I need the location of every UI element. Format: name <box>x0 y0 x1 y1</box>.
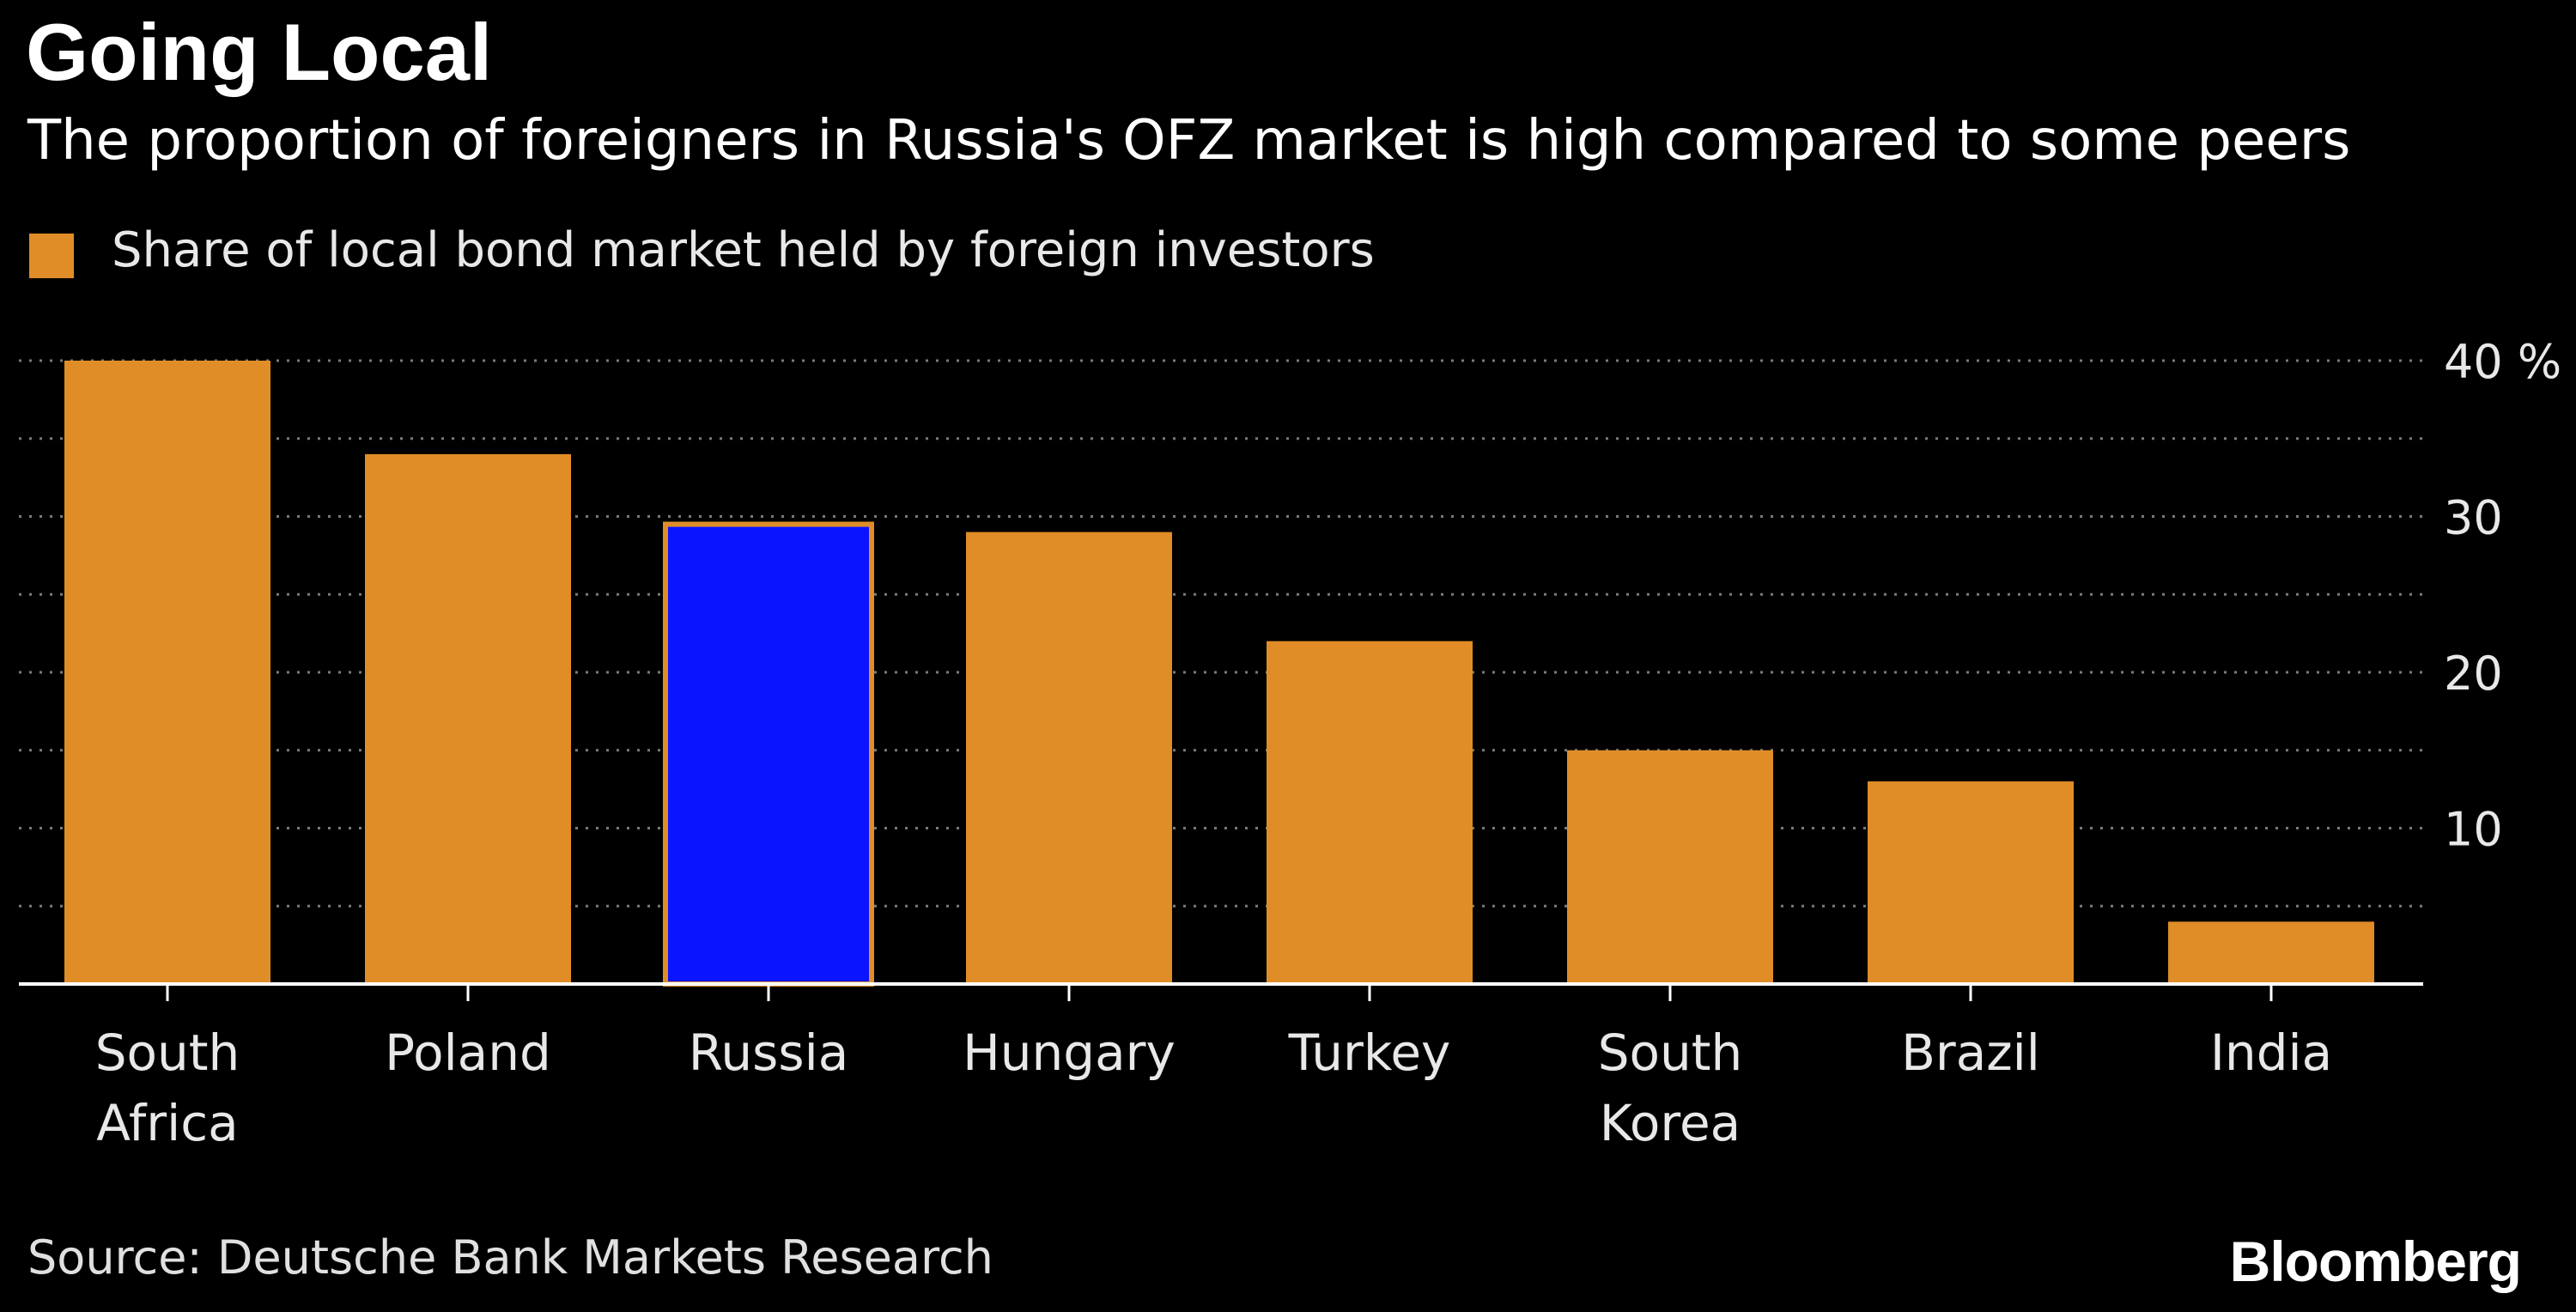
chart-title: Going Local <box>26 7 493 97</box>
y-tick-label: 30 <box>2444 491 2503 545</box>
chart-subtitle: The proportion of foreigners in Russia's… <box>27 109 2351 173</box>
bloomberg-logo: Bloomberg <box>2229 1230 2522 1293</box>
x-tick-label: India <box>2210 1023 2332 1082</box>
legend-swatch <box>29 234 74 278</box>
x-tick-label: Africa <box>96 1094 238 1152</box>
bar-highlight <box>663 521 874 987</box>
x-tick-label: Poland <box>385 1023 551 1082</box>
source-note: Source: Deutsche Bank Markets Research <box>27 1230 993 1285</box>
bar <box>365 453 571 984</box>
x-tick-label: South <box>95 1023 240 1082</box>
bar <box>1267 641 1473 984</box>
bar <box>966 531 1172 984</box>
bar <box>1567 750 1773 984</box>
x-tick-label: Korea <box>1600 1094 1741 1152</box>
bar <box>2168 921 2374 984</box>
x-tick-label: Turkey <box>1288 1023 1451 1082</box>
x-tick-label: Russia <box>689 1023 849 1082</box>
bar <box>64 361 270 984</box>
x-tick-label: Brazil <box>1901 1023 2040 1082</box>
x-tick-label: Hungary <box>963 1023 1176 1082</box>
y-tick-label: 40 % <box>2444 335 2561 389</box>
bar <box>1868 781 2074 984</box>
legend-label: Share of local bond market held by forei… <box>112 222 1375 278</box>
x-tick-label: South <box>1598 1023 1743 1082</box>
y-tick-label: 10 <box>2444 803 2503 857</box>
y-tick-label: 20 <box>2444 647 2503 701</box>
